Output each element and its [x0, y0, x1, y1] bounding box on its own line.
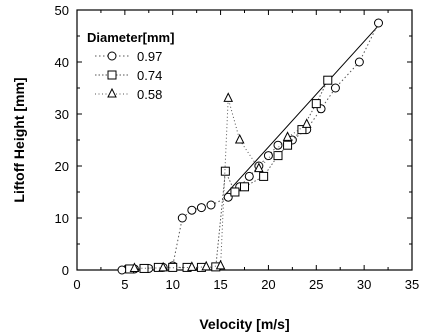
- data-point-triangle: [254, 162, 264, 173]
- y-axis-label: Liftoff Height [mm]: [11, 77, 27, 202]
- data-point-triangle: [301, 118, 312, 128]
- x-tick-label: 30: [357, 277, 371, 292]
- y-tick-label: 0: [62, 263, 69, 278]
- legend-item-circle: 0.97: [95, 49, 162, 64]
- data-point-square: [240, 182, 249, 192]
- x-tick-label: 35: [405, 277, 419, 292]
- data-point-circle: [244, 171, 254, 181]
- data-point-triangle: [201, 260, 212, 271]
- data-point-circle: [117, 265, 127, 275]
- plot-frame: [76, 9, 413, 271]
- data-point-square: [259, 171, 269, 181]
- x-tick-label: 20: [261, 277, 275, 292]
- fit-line: [224, 25, 379, 195]
- legend-marker-square: [107, 70, 117, 80]
- legend-marker-triangle: [107, 87, 117, 98]
- data-point-triangle: [234, 133, 245, 144]
- data-point-triangle: [187, 261, 197, 271]
- x-tick-label: 5: [121, 277, 128, 292]
- data-point-circle: [177, 213, 187, 223]
- x-axis-label: Velocity [m/s]: [199, 316, 289, 332]
- legend: Diameter[mm] 0.97 0.74 0.58: [87, 30, 174, 102]
- data-point-triangle: [158, 261, 168, 272]
- series-triangle: [129, 92, 312, 272]
- data-point-circle: [206, 200, 216, 210]
- y-tick-label: 50: [55, 3, 69, 18]
- y-tick-label: 20: [55, 159, 69, 174]
- series-group: [117, 18, 383, 275]
- data-point-circle: [374, 18, 383, 28]
- x-tick-label: 10: [165, 277, 179, 292]
- series-square: [125, 75, 333, 274]
- y-tick-label: 30: [55, 107, 69, 122]
- legend-label: 0.58: [137, 87, 162, 102]
- data-point-square: [283, 140, 293, 150]
- x-tick-label: 25: [309, 277, 323, 292]
- legend-item-triangle: 0.58: [95, 87, 162, 102]
- data-point-circle: [196, 203, 206, 213]
- legend-item-square: 0.74: [95, 68, 162, 83]
- data-point-square: [297, 125, 307, 135]
- data-point-circle: [273, 140, 283, 150]
- legend-label: 0.74: [137, 68, 162, 83]
- fit-line-group: [224, 25, 379, 195]
- legend-marker-circle: [107, 51, 117, 61]
- data-point-circle: [187, 205, 197, 215]
- data-point-triangle: [282, 131, 293, 141]
- data-point-circle: [354, 57, 364, 67]
- plot-area: [76, 9, 413, 271]
- data-point-triangle: [129, 262, 140, 272]
- data-point-square: [273, 151, 283, 161]
- data-point-circle: [263, 151, 273, 161]
- data-point-square: [323, 75, 333, 85]
- x-tick-label: 0: [73, 277, 80, 292]
- legend-label: 0.97: [137, 49, 162, 64]
- x-tick-label: 15: [213, 277, 227, 292]
- legend-title: Diameter[mm]: [87, 30, 174, 45]
- y-tick-label: 10: [55, 211, 69, 226]
- data-point-square: [220, 166, 230, 176]
- data-point-square: [139, 263, 149, 273]
- data-point-circle: [330, 83, 340, 93]
- data-point-square: [230, 187, 240, 197]
- data-point-triangle: [215, 259, 226, 270]
- y-tick-label: 40: [55, 55, 69, 70]
- series-line-triangle: [134, 98, 307, 269]
- data-point-triangle: [223, 92, 234, 102]
- data-point-circle: [223, 192, 233, 202]
- data-point-square: [311, 99, 321, 109]
- axis-ticks: 0 5 10 15 20 25 30 35 0 10 20 30 40 50: [55, 3, 420, 292]
